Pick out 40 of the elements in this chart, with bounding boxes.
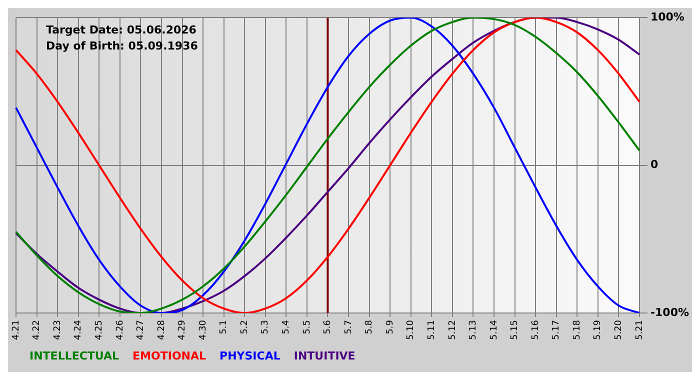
x-tick-label: 4.29 (178, 320, 188, 340)
x-tick-label: 5.21 (634, 320, 645, 340)
x-tick-label: 5.6 (323, 320, 334, 334)
x-tick-label: 5.9 (385, 320, 396, 334)
x-tick-label: 4.21 (11, 320, 22, 340)
x-tick-label: 4.22 (32, 320, 42, 340)
x-tick-label: 4.24 (74, 320, 84, 340)
x-tick-label: 5.7 (344, 320, 354, 334)
text: PHYSICAL (220, 349, 280, 362)
x-tick-label: 5.10 (406, 320, 416, 340)
y-tick-label: 100% (650, 10, 684, 24)
annotation: Target Date: 05.06.2026 (46, 24, 197, 37)
text: EMOTIONAL (132, 349, 206, 362)
y-tick-label: -100% (650, 306, 690, 319)
x-tick-label: 5.8 (364, 320, 375, 334)
x-tick-label: 4.26 (115, 320, 126, 340)
x-tick-label: 5.18 (572, 320, 582, 340)
x-tick-label: 5.2 (240, 320, 250, 334)
y-tick-label: 0 (650, 158, 658, 172)
x-tick-label: 4.28 (156, 320, 167, 340)
x-tick-label: 5.3 (260, 320, 271, 334)
x-tick-label: 5.11 (426, 320, 437, 340)
x-tick-label: 5.12 (448, 320, 458, 340)
x-tick-label: 4.23 (52, 320, 63, 340)
x-tick-label: 5.20 (614, 320, 624, 340)
x-tick-label: 5.5 (302, 320, 312, 334)
x-tick-label: 5.13 (468, 320, 479, 340)
text: INTUITIVE (294, 349, 356, 362)
x-tick-label: 5.1 (219, 320, 230, 334)
x-tick-label: 4.27 (136, 320, 146, 340)
annotation: Day of Birth: 05.09.1936 (46, 40, 198, 53)
x-tick-label: 5.4 (282, 320, 292, 334)
x-tick-label: 5.15 (510, 320, 520, 340)
x-tick-label: 5.19 (593, 320, 604, 340)
x-tick-label: 4.30 (198, 320, 208, 340)
x-tick-label: 5.16 (530, 320, 541, 340)
x-tick-label: 5.14 (489, 320, 500, 340)
text: INTELLECTUAL (30, 349, 120, 362)
x-tick-label: 5.17 (552, 320, 562, 340)
x-tick-label: 4.25 (94, 320, 104, 340)
